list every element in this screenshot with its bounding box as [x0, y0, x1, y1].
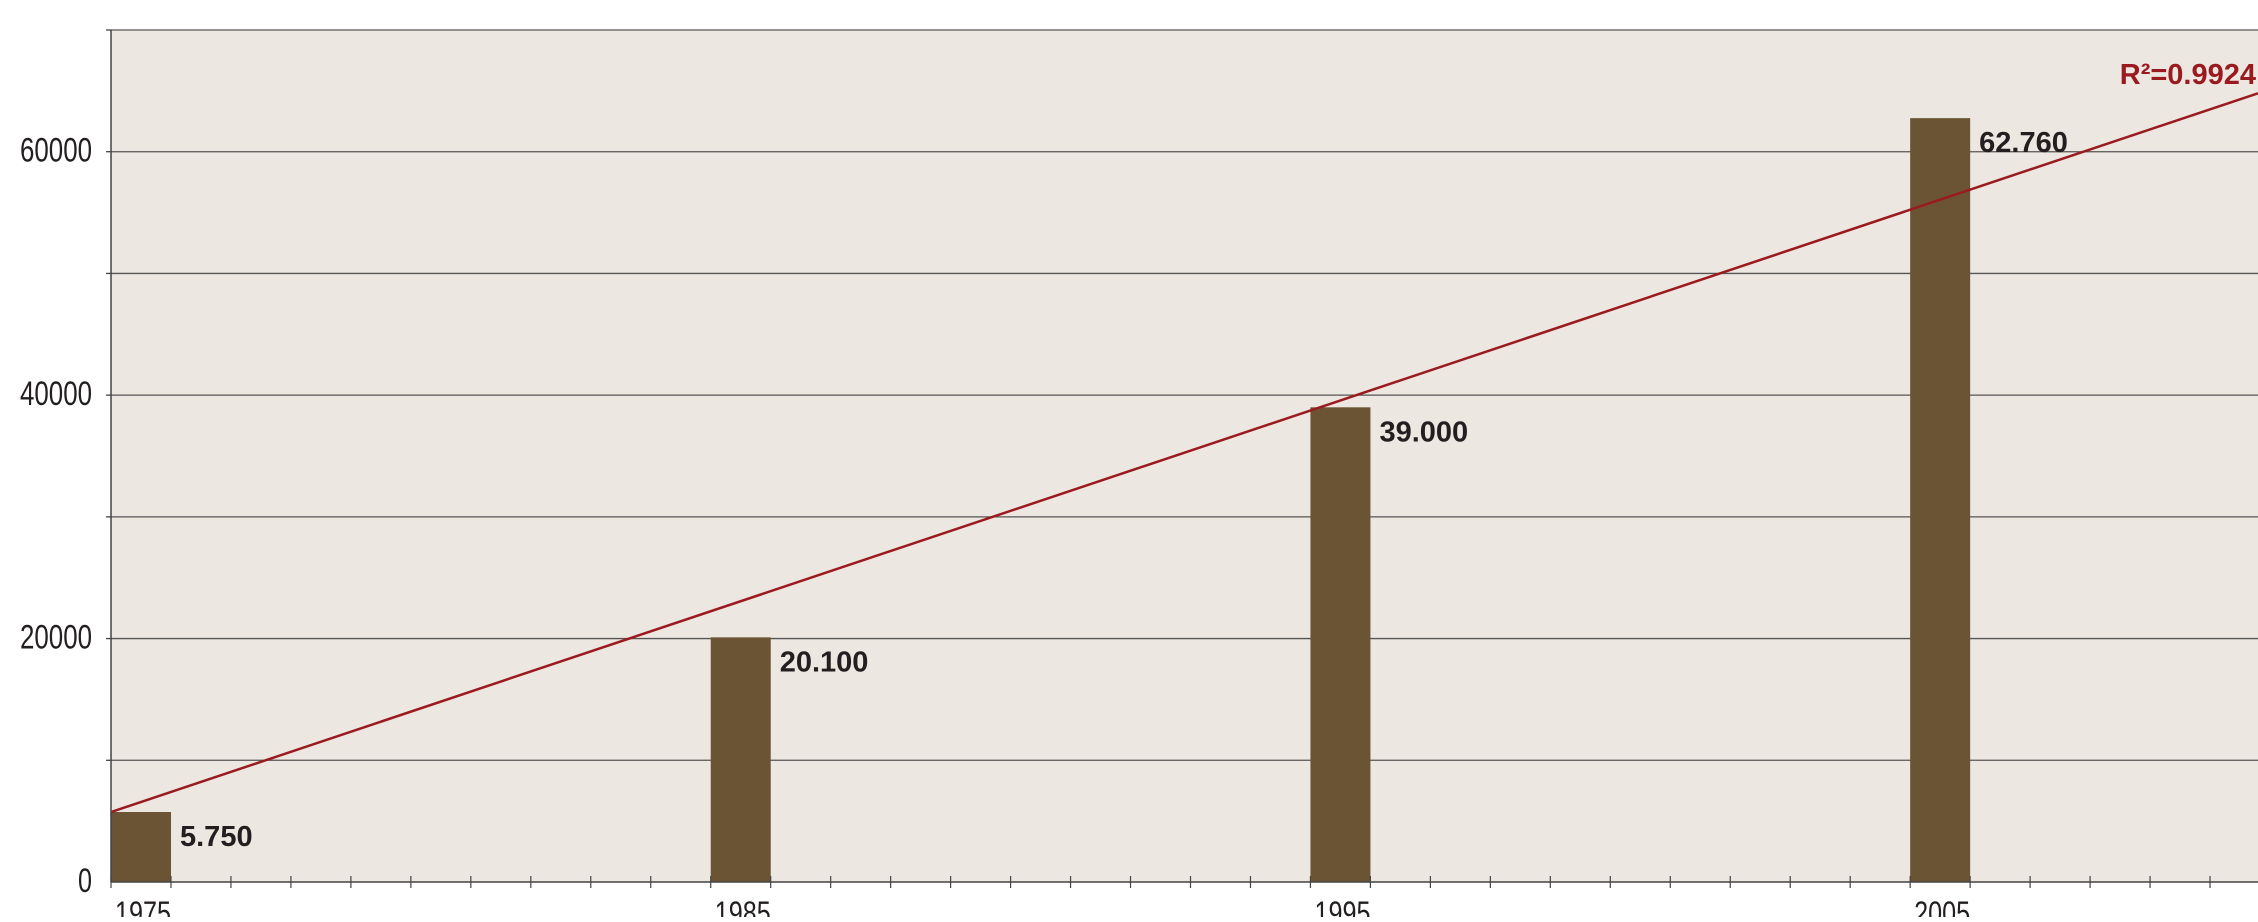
bar	[1910, 118, 1971, 882]
gridlines	[111, 29, 2258, 761]
y-tick-label: 0	[78, 862, 92, 900]
data-label: 20.100	[780, 646, 869, 678]
axes	[106, 29, 2258, 888]
y-tick-label: 60000	[20, 132, 92, 170]
data-label: 5.750	[180, 821, 253, 853]
x-tick-label: 1975	[115, 895, 171, 917]
x-tick-label: 2005	[1914, 895, 1970, 917]
bar	[111, 812, 171, 882]
bars	[111, 118, 1971, 882]
y-tick-label: 20000	[20, 619, 92, 657]
y-tick-label: 40000	[20, 375, 92, 413]
x-tick-label: 1985	[715, 895, 771, 917]
bar	[710, 637, 771, 882]
trendline	[110, 92, 2258, 814]
bar	[1310, 407, 1371, 882]
plot-background	[111, 30, 2258, 882]
trendline-r2-label: R²=0.9924	[2120, 59, 2256, 91]
data-label: 62.760	[1979, 127, 2068, 159]
x-tick-label: 1995	[1314, 895, 1370, 917]
data-label: 39.000	[1379, 416, 1468, 448]
